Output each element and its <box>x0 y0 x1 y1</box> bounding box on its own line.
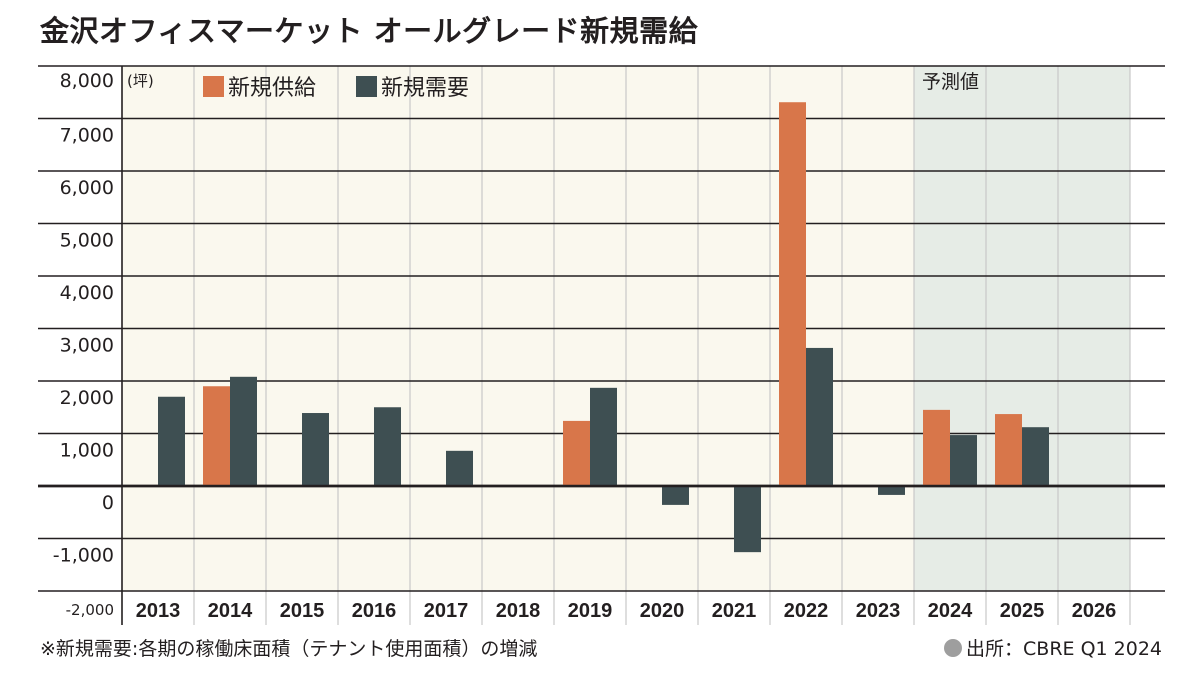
x-tick-label: 2026 <box>1072 600 1117 622</box>
y-tick-label: 6,000 <box>60 177 114 199</box>
bar-supply-2025 <box>995 414 1022 486</box>
bar-demand-2023 <box>878 486 905 495</box>
y-tick-label: -2,000 <box>66 601 114 619</box>
bar-demand-2022 <box>806 347 833 486</box>
bar-supply-2024 <box>923 409 950 486</box>
bar-demand-2020 <box>662 486 689 505</box>
forecast-label: 予測値 <box>922 71 979 93</box>
legend-label-demand: 新規需要 <box>381 76 469 101</box>
unit-label: (坪) <box>127 72 154 90</box>
x-tick-label: 2022 <box>784 600 829 622</box>
chart-title: 金沢オフィスマーケット オールグレード新規需給 <box>40 14 699 48</box>
x-tick-label: 2023 <box>856 600 901 622</box>
footnote: ※新規需要:各期の稼働床面積（テナント使用面積）の増減 <box>40 638 538 660</box>
y-tick-label: 7,000 <box>60 125 114 147</box>
x-tick-label: 2020 <box>640 600 685 622</box>
bar-demand-2025 <box>1022 427 1049 486</box>
bar-demand-2015 <box>302 413 329 486</box>
legend-label-supply: 新規供給 <box>228 76 316 101</box>
x-tick-label: 2015 <box>280 600 325 622</box>
y-tick-label: 2,000 <box>60 387 114 409</box>
bar-demand-2024 <box>950 435 977 486</box>
legend-swatch-demand <box>356 76 377 97</box>
bar-demand-2017 <box>446 450 473 486</box>
x-tick-label: 2019 <box>568 600 613 622</box>
bar-demand-2013 <box>158 396 185 486</box>
source-text: 出所：CBRE Q1 2024 <box>966 638 1162 660</box>
x-tick-label: 2021 <box>712 600 757 622</box>
bar-supply-2022 <box>779 102 806 486</box>
bar-demand-2021 <box>734 486 761 553</box>
x-tick-label: 2014 <box>208 600 253 622</box>
y-tick-label: 1,000 <box>60 440 114 462</box>
bar-demand-2014 <box>230 376 257 486</box>
x-tick-label: 2016 <box>352 600 397 622</box>
bar-demand-2019 <box>590 387 617 486</box>
y-tick-label: 0 <box>102 492 114 514</box>
x-tick-label: 2018 <box>496 600 541 622</box>
legend-swatch-supply <box>203 76 224 97</box>
bar-supply-2019 <box>563 420 590 486</box>
source-dot-icon <box>944 638 963 657</box>
source-credit: 出所：CBRE Q1 2024 <box>944 634 1162 661</box>
y-tick-label: 8,000 <box>60 70 114 92</box>
y-tick-label: 3,000 <box>60 335 114 357</box>
y-tick-label: 5,000 <box>60 230 114 252</box>
y-tick-label: -1,000 <box>53 545 114 567</box>
x-tick-label: 2025 <box>1000 600 1045 622</box>
bar-supply-2014 <box>203 386 230 486</box>
bar-demand-2016 <box>374 407 401 486</box>
x-tick-label: 2017 <box>424 600 469 622</box>
x-tick-label: 2013 <box>136 600 181 622</box>
y-tick-label: 4,000 <box>60 282 114 304</box>
x-tick-label: 2024 <box>928 600 973 622</box>
